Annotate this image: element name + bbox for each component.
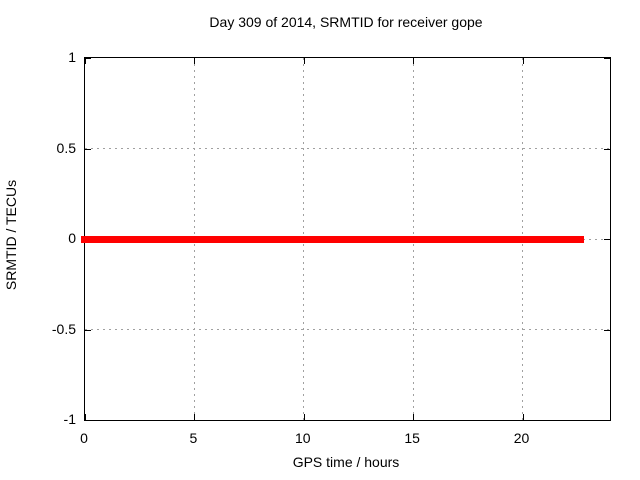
y-tick-left [85, 148, 91, 150]
x-tick-label: 15 [404, 430, 420, 446]
y-gridline [85, 329, 610, 330]
y-tick-right [604, 329, 610, 331]
x-tick-top [522, 58, 524, 64]
x-tick-top [85, 58, 86, 64]
y-tick-left [85, 420, 91, 421]
y-tick-right [604, 239, 610, 240]
y-tick-label: -0.5 [51, 320, 76, 337]
plot-area [81, 57, 611, 421]
x-tick-label: 0 [80, 430, 88, 446]
y-tick-right [604, 58, 610, 59]
y-tick-label: 0 [68, 230, 76, 246]
y-gridline [85, 148, 610, 149]
x-tick-bottom [194, 414, 196, 420]
x-tick-bottom [413, 414, 415, 420]
y-tick-right [604, 148, 610, 150]
y-tick-label: 1 [68, 49, 76, 65]
x-tick-bottom [522, 414, 524, 420]
x-tick-label: 10 [294, 430, 311, 446]
x-tick-label: 5 [189, 430, 198, 446]
x-tick-bottom [85, 414, 86, 420]
x-tick-top [194, 58, 196, 64]
y-tick-left [85, 58, 91, 59]
y-tick-right [604, 420, 610, 421]
x-tick-top [413, 58, 415, 64]
chart-title: Day 309 of 2014, SRMTID for receiver gop… [209, 14, 483, 30]
x-tick-label: 20 [513, 430, 530, 446]
x-axis-label: GPS time / hours [292, 454, 400, 470]
data-series-line [81, 235, 584, 243]
x-tick-bottom [303, 414, 305, 420]
y-tick-label: -1 [63, 411, 76, 427]
y-tick-label: 0.5 [56, 139, 76, 156]
x-tick-top [303, 58, 305, 64]
y-tick-left [85, 329, 91, 331]
